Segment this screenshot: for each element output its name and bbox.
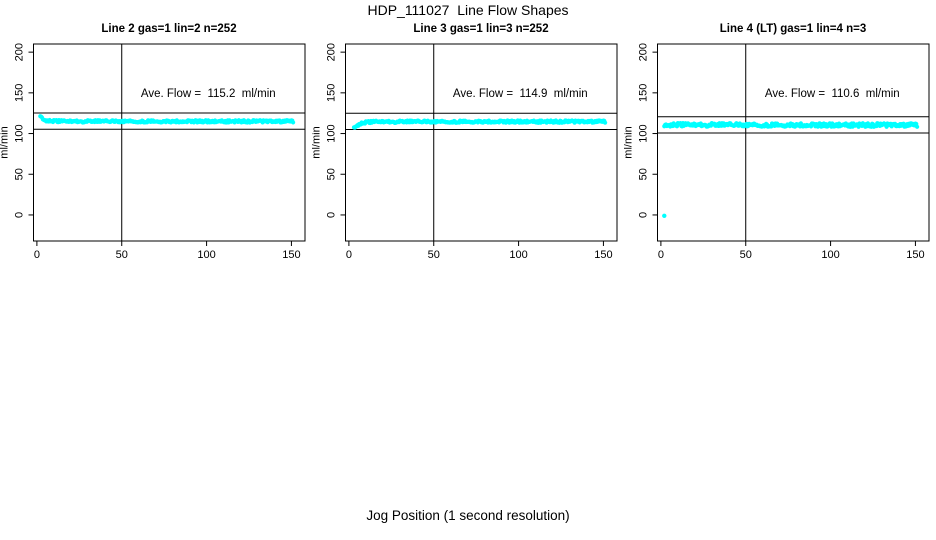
y-axis-title: ml/min xyxy=(624,126,635,158)
x-tick-label: 150 xyxy=(906,249,924,261)
subplot-line3: Line 3 gas=1 lin=3 n=252 0 50 100 150 0 50 100… xyxy=(312,20,624,270)
y-tick-label: 200 xyxy=(14,43,26,61)
y-tick-label: 50 xyxy=(14,168,26,180)
y-tick-label: 150 xyxy=(326,84,338,102)
x-tick-label: 150 xyxy=(282,249,300,261)
y-tick-label: 200 xyxy=(638,43,650,61)
flow-sample-point xyxy=(603,120,608,125)
y-tick-label: 100 xyxy=(14,124,26,142)
x-tick-label: 0 xyxy=(34,249,40,261)
y-tick-label: 0 xyxy=(14,212,26,218)
y-tick-label: 150 xyxy=(14,84,26,102)
subplot-title: Line 3 gas=1 lin=3 n=252 xyxy=(413,23,549,35)
flow-sample-point xyxy=(915,124,920,129)
subplot-line2: Line 2 gas=1 lin=2 n=252 0 50 100 150 0 50 100… xyxy=(0,20,312,270)
x-axis-label: Jog Position (1 second resolution) xyxy=(366,508,570,523)
x-tick-label: 100 xyxy=(509,249,527,261)
y-tick-label: 50 xyxy=(638,168,650,180)
x-tick-label: 0 xyxy=(658,249,664,261)
subplot-title: Line 4 (LT) gas=1 lin=4 n=3 xyxy=(719,23,867,35)
ave-flow-annotation: Ave. Flow = 115.2 ml/min xyxy=(141,88,276,100)
y-tick-label: 200 xyxy=(326,43,338,61)
plot-canvas: 0 50 100 150 0 50 100 150 200 ml/min Ave. Flow = 1… xyxy=(312,43,618,261)
y-tick-label: 100 xyxy=(638,124,650,142)
x-tick-label: 50 xyxy=(740,249,752,261)
y-tick-label: 0 xyxy=(326,212,338,218)
plot-box xyxy=(657,43,930,242)
ave-flow-annotation: Ave. Flow = 110.6 ml/min xyxy=(765,88,900,100)
x-tick-label: 50 xyxy=(428,249,440,261)
ave-flow-annotation: Ave. Flow = 114.9 ml/min xyxy=(453,88,588,100)
subplot-title: Line 2 gas=1 lin=2 n=252 xyxy=(101,23,237,35)
x-tick-label: 150 xyxy=(594,249,612,261)
x-tick-label: 50 xyxy=(116,249,128,261)
plot-canvas: 0 50 100 150 0 50 100 150 200 ml/min Ave. Flow = 1… xyxy=(0,43,306,261)
subplot-line4: Line 4 (LT) gas=1 lin=4 n=3 0 50 100 150 0 50… xyxy=(624,20,936,270)
y-tick-label: 50 xyxy=(326,168,338,180)
y-axis-title: ml/min xyxy=(0,126,11,158)
x-tick-label: 100 xyxy=(821,249,839,261)
x-tick-label: 0 xyxy=(346,249,352,261)
plot-box xyxy=(33,43,306,242)
x-tick-label: 100 xyxy=(197,249,215,261)
page-title: HDP_111027 Line Flow Shapes xyxy=(367,2,569,18)
plot-box xyxy=(345,43,618,242)
flow-sample-point xyxy=(291,120,296,125)
y-tick-label: 150 xyxy=(638,84,650,102)
y-tick-label: 0 xyxy=(638,212,650,218)
y-tick-label: 100 xyxy=(326,124,338,142)
plot-canvas: 0 50 100 150 0 50 100 150 200 ml/min Ave. Flow = 1… xyxy=(624,43,930,261)
y-axis-title: ml/min xyxy=(312,126,323,158)
outlier-point xyxy=(662,213,667,218)
